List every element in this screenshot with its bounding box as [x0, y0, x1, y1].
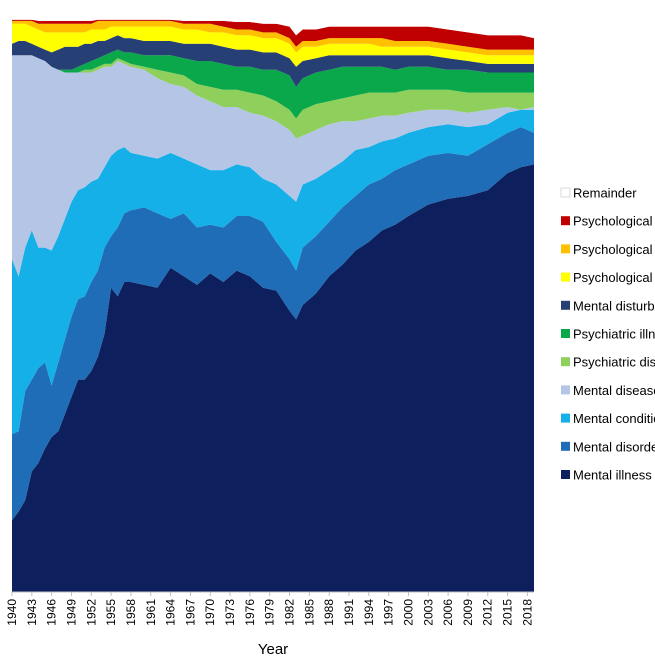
x-tick-label-2009: 2009 [461, 599, 475, 626]
area-layer [12, 18, 534, 592]
legend-label-psychiatric-disorder: Psychiatric disorder [573, 355, 655, 370]
legend-label-psychiatric-illness: Psychiatric illness [573, 327, 655, 342]
x-tick-label-2012: 2012 [481, 599, 495, 626]
x-tick-label-1985: 1985 [302, 599, 316, 626]
legend-swatch-psychiatric-disorder [561, 357, 570, 367]
x-tick-label-1943: 1943 [25, 599, 39, 626]
x-tick-label-2015: 2015 [501, 599, 515, 626]
x-tick-label-2000: 2000 [402, 599, 416, 626]
legend-label-mental-illness: Mental illness [573, 468, 652, 483]
x-tick-label-2018: 2018 [520, 599, 534, 626]
x-tick-label-1970: 1970 [203, 599, 217, 626]
area-mental-disease [12, 55, 534, 277]
x-tick-label-1967: 1967 [183, 599, 197, 626]
x-tick-label-1952: 1952 [84, 599, 98, 626]
x-tick-layer: 1940 1943 1946 1949 1952 1955 1958 1961 1964 1967… [5, 592, 534, 626]
legend-swatch-mental-disease [561, 385, 570, 395]
legend-swatch-psychological-distress [561, 272, 570, 282]
x-tick-label-1973: 1973 [223, 599, 237, 626]
x-axis-title: Year [258, 641, 288, 655]
legend-swatch-psychiatric-illness [561, 329, 570, 338]
x-tick-label-1976: 1976 [243, 599, 257, 626]
legend-label-psychological-problem: Psychological problem [573, 214, 655, 229]
legend-label-mental-disorder: Mental disorder [573, 439, 655, 454]
x-tick-label-1958: 1958 [124, 599, 138, 626]
x-tick-label-1946: 1946 [45, 599, 59, 626]
x-tick-label-1964: 1964 [164, 599, 178, 626]
area-psychiatric-illness [12, 49, 534, 119]
area-mental-illness [12, 164, 534, 592]
legend-swatch-mental-condition [561, 413, 570, 423]
x-tick-label-1997: 1997 [382, 599, 396, 626]
area-mental-disturbance [12, 35, 534, 87]
x-tick-label-1988: 1988 [322, 599, 336, 626]
legend-swatch-psychological-problem [561, 216, 570, 226]
x-tick-label-1991: 1991 [342, 599, 356, 626]
x-tick-label-1994: 1994 [362, 599, 376, 626]
legend: Remainder Psychological problem Psychologi… [560, 186, 655, 483]
x-tick-label-1961: 1961 [144, 599, 158, 626]
legend-swatch-mental-disturbance [561, 300, 570, 310]
legend-label-mental-condition: Mental condition [573, 411, 655, 426]
legend-swatch-remainder [560, 187, 571, 198]
legend-label-psychological-distress: Psychological distress [573, 270, 655, 285]
x-tick-label-1982: 1982 [283, 599, 297, 626]
area-mental-condition [12, 109, 534, 435]
area-psychological-problem [12, 19, 534, 50]
area-psychological-distress [12, 23, 534, 67]
x-tick-label-2003: 2003 [421, 599, 435, 626]
area-psychological-disorder [12, 20, 534, 56]
x-tick-label-2006: 2006 [441, 599, 455, 626]
legend-swatch-mental-illness [561, 470, 570, 479]
legend-label-mental-disturbance: Mental disturbance [573, 298, 655, 313]
area-remainder [12, 18, 534, 39]
legend-swatch-mental-disorder [561, 441, 570, 451]
x-tick-label-1955: 1955 [104, 599, 118, 626]
x-tick-label-1940: 1940 [5, 599, 19, 626]
area-mental-disorder [12, 127, 534, 521]
x-tick-label-1949: 1949 [65, 599, 79, 626]
legend-label-remainder: Remainder [573, 186, 637, 201]
area-psychiatric-disorder [12, 55, 534, 139]
legend-label-mental-disease: Mental disease [573, 383, 655, 398]
legend-label-psychological-disorder: Psychological disorder [573, 242, 655, 257]
legend-swatch-psychological-disorder [561, 244, 570, 254]
x-tick-label-1979: 1979 [263, 599, 277, 626]
